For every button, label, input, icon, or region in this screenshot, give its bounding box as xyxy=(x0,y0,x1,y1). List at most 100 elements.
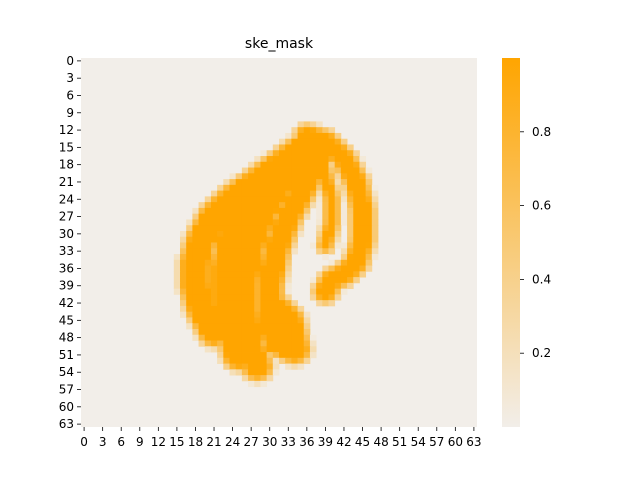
heatmap-cell xyxy=(316,207,323,215)
y-tick-label: 63 xyxy=(59,417,74,431)
heatmap-cell xyxy=(334,271,342,278)
heatmap-cell xyxy=(235,173,243,180)
heatmap-cell xyxy=(279,207,286,215)
heatmap-cell xyxy=(241,225,249,232)
heatmap-cell xyxy=(285,132,292,140)
heatmap-cell xyxy=(241,213,249,220)
heatmap-cell xyxy=(204,328,212,336)
heatmap-cell xyxy=(279,317,286,324)
heatmap-cell xyxy=(235,254,243,261)
heatmap-cell xyxy=(266,254,274,261)
heatmap-cell xyxy=(229,282,237,290)
y-tick-label: 27 xyxy=(59,210,74,224)
heatmap-cell xyxy=(334,202,342,209)
heatmap-cell xyxy=(241,173,249,180)
heatmap-cell xyxy=(316,202,323,209)
heatmap-cell xyxy=(192,242,199,249)
heatmap-cell xyxy=(316,184,323,192)
heatmap-cell xyxy=(285,340,292,347)
heatmap-cell xyxy=(266,375,274,382)
heatmap-cell xyxy=(316,138,323,145)
heatmap-cell xyxy=(223,236,230,243)
heatmap-cell xyxy=(235,277,243,284)
heatmap-cell xyxy=(235,323,243,330)
heatmap-cell xyxy=(248,213,255,220)
heatmap-cell xyxy=(340,248,348,255)
x-tick-label: 3 xyxy=(99,435,107,449)
heatmap-cell xyxy=(241,328,249,336)
heatmap-cell xyxy=(198,300,206,307)
heatmap-cell xyxy=(272,219,280,226)
heatmap-cell xyxy=(229,207,237,215)
heatmap-cell xyxy=(223,300,230,307)
heatmap-cell xyxy=(328,167,336,174)
heatmap-cell xyxy=(235,184,243,192)
heatmap-cell xyxy=(347,225,354,232)
heatmap-cell xyxy=(210,311,218,318)
heatmap-cell xyxy=(297,340,305,347)
heatmap-cell xyxy=(322,179,329,186)
heatmap-cell xyxy=(217,248,224,255)
heatmap-cell xyxy=(198,328,206,336)
heatmap-cell xyxy=(340,144,348,151)
heatmap-cell xyxy=(260,271,268,278)
heatmap-cell xyxy=(347,184,354,192)
heatmap-cell xyxy=(279,346,286,353)
heatmap-cell xyxy=(297,161,305,168)
heatmap-cell xyxy=(279,196,286,203)
heatmap-cell xyxy=(365,213,373,220)
heatmap-cell xyxy=(309,184,317,192)
heatmap-cell xyxy=(272,144,280,151)
heatmap-cell xyxy=(241,334,249,341)
heatmap-cell xyxy=(303,190,311,197)
heatmap-cell xyxy=(340,190,348,197)
heatmap-cell xyxy=(254,317,261,324)
heatmap-cell xyxy=(279,138,286,145)
heatmap-cell xyxy=(248,300,255,307)
heatmap-cell xyxy=(285,179,292,186)
heatmap-cell xyxy=(180,236,187,243)
heatmap-cell xyxy=(235,357,243,364)
heatmap-cell xyxy=(359,202,367,209)
heatmap-cell xyxy=(328,202,336,209)
heatmap-cell xyxy=(266,300,274,307)
heatmap-cell xyxy=(303,202,311,209)
heatmap-cell xyxy=(229,334,237,341)
heatmap-cell xyxy=(266,156,274,163)
heatmap-cell xyxy=(235,225,243,232)
heatmap-cell xyxy=(279,225,286,232)
heatmap-cell xyxy=(322,161,329,168)
heatmap-cell xyxy=(297,173,305,180)
heatmap-cell xyxy=(359,196,367,203)
heatmap-cell xyxy=(223,282,230,290)
heatmap-cell xyxy=(260,167,268,174)
heatmap-cell xyxy=(340,213,348,220)
heatmap-cell xyxy=(297,156,305,163)
heatmap-cell xyxy=(353,259,360,266)
heatmap-cell xyxy=(297,144,305,151)
heatmap-cell xyxy=(365,230,373,238)
heatmap-cell xyxy=(322,282,329,290)
heatmap-cell xyxy=(198,242,206,249)
heatmap-cell xyxy=(322,173,329,180)
heatmap-cell xyxy=(229,357,237,364)
heatmap-cell xyxy=(279,242,286,249)
heatmap-cell xyxy=(229,317,237,324)
heatmap-cell xyxy=(297,219,305,226)
heatmap-cell xyxy=(229,328,237,336)
heatmap-cell xyxy=(223,179,230,186)
heatmap-cell xyxy=(347,156,354,163)
heatmap-cell xyxy=(260,363,268,370)
heatmap-cell xyxy=(204,317,212,324)
heatmap-cell xyxy=(359,173,367,180)
heatmap-cell xyxy=(272,161,280,168)
heatmap-cell xyxy=(279,219,286,226)
heatmap-cell xyxy=(241,202,249,209)
heatmap-cell xyxy=(198,317,206,324)
heatmap-cell xyxy=(272,167,280,174)
heatmap-cell xyxy=(285,196,292,203)
heatmap-cell xyxy=(291,248,298,255)
heatmap-cell xyxy=(365,173,373,180)
heatmap-cell xyxy=(353,150,360,157)
heatmap-cell xyxy=(266,242,274,249)
